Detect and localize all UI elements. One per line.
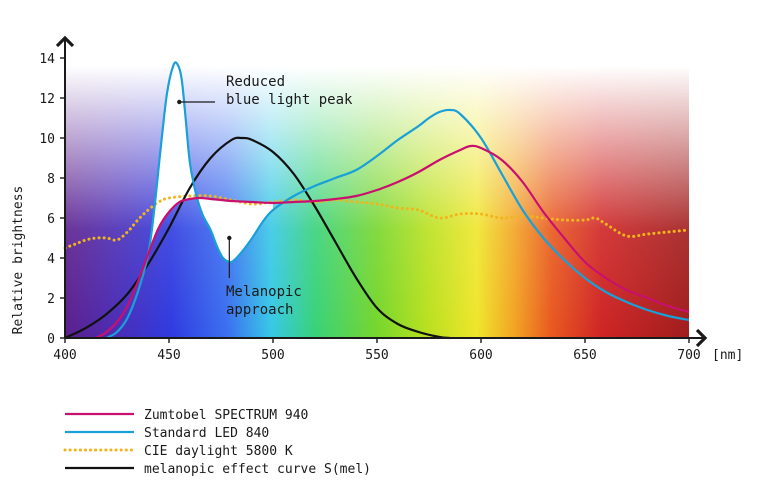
legend: Zumtobel SPECTRUM 940 Standard LED 840 C… — [63, 408, 371, 477]
y-tick-label: 2 — [47, 292, 55, 307]
legend-item-melanopic: melanopic effect curve S(mel) — [65, 462, 371, 477]
y-axis-label: Relative brightness — [11, 186, 26, 335]
y-tick-label: 14 — [39, 52, 55, 67]
annotation-reduced-peak-line1: Reduced — [226, 74, 285, 90]
x-tick-label: 550 — [365, 348, 388, 363]
annotation-melanopic-line1: Melanopic — [226, 284, 302, 300]
legend-label-daylight: CIE daylight 5800 K — [144, 444, 293, 459]
series-line-melanopic — [64, 136, 450, 340]
x-tick-label: 650 — [573, 348, 596, 363]
legend-item-spectrum940: Zumtobel SPECTRUM 940 — [65, 408, 308, 423]
y-tick-label: 10 — [39, 132, 55, 147]
x-axis-unit: [nm] — [712, 348, 743, 363]
annotation-reduced-peak-line2: blue light peak — [226, 92, 353, 108]
legend-label-led840: Standard LED 840 — [144, 426, 269, 441]
series-line-spectrum940 — [95, 144, 690, 339]
difference-highlight — [148, 64, 273, 262]
y-tick-label: 12 — [39, 92, 55, 107]
legend-item-daylight: CIE daylight 5800 K — [63, 444, 293, 459]
y-tick-label: 8 — [47, 172, 55, 187]
y-tick-label: 6 — [47, 212, 55, 227]
x-tick-label: 700 — [677, 348, 700, 363]
tick-labels: 400 450 500 550 600 650 700 0 2 4 6 8 10 12 14 — [39, 52, 700, 363]
legend-label-melanopic: melanopic effect curve S(mel) — [144, 462, 371, 477]
x-tick-label: 450 — [157, 348, 180, 363]
y-tick-label: 4 — [47, 252, 55, 267]
x-tick-label: 400 — [53, 348, 76, 363]
x-tick-label: 500 — [261, 348, 284, 363]
x-tick-label: 600 — [469, 348, 492, 363]
legend-label-spectrum940: Zumtobel SPECTRUM 940 — [144, 408, 308, 423]
series-line-led840 — [106, 61, 690, 339]
annotation-melanopic-line2: approach — [226, 302, 293, 318]
series-layer — [63, 61, 691, 340]
axes — [55, 35, 708, 348]
annotations: Reduced blue light peak Melanopic approa… — [177, 74, 353, 318]
legend-item-led840: Standard LED 840 — [65, 426, 269, 441]
difference-fill — [148, 64, 273, 262]
y-tick-label: 0 — [47, 332, 55, 347]
